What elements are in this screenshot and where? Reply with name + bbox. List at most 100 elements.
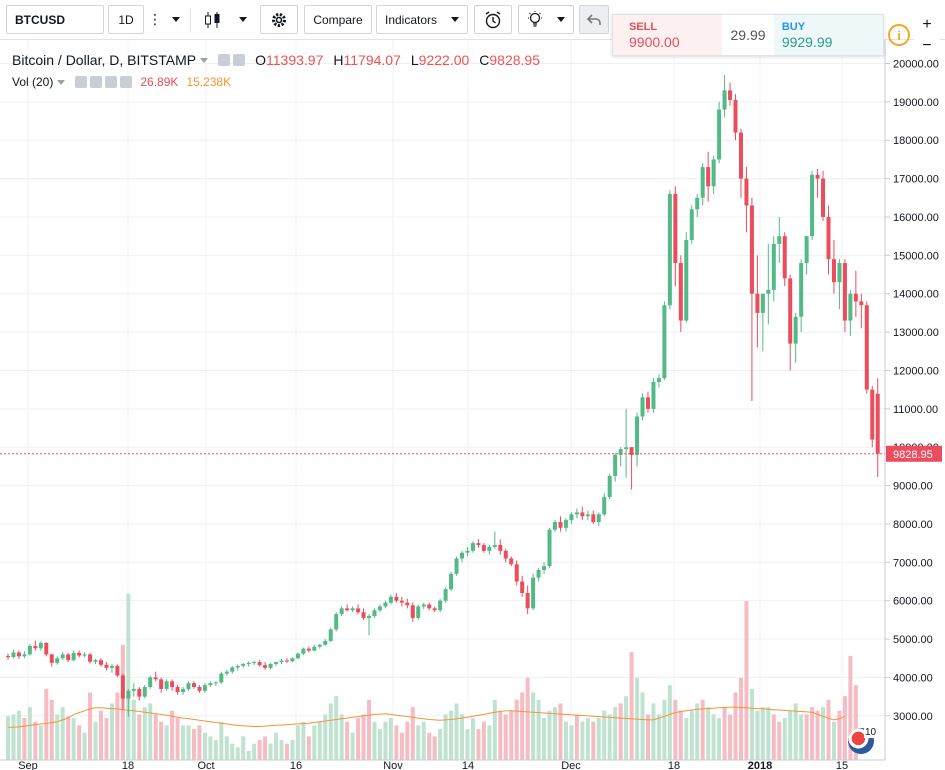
candle-body — [295, 653, 300, 659]
candle — [104, 662, 109, 671]
candle-body — [498, 545, 503, 551]
ohlc-open-value: 11393.97 — [266, 52, 324, 68]
volume-bar — [695, 703, 700, 762]
volume-bar — [738, 677, 743, 762]
candle — [224, 669, 229, 676]
volume-bar — [481, 721, 486, 762]
candle-body — [749, 205, 754, 294]
close-icon[interactable] — [120, 76, 133, 88]
eye-icon[interactable] — [218, 54, 231, 66]
chart-style-dropdown[interactable] — [232, 5, 254, 34]
candle-body — [290, 658, 295, 662]
ideas-button[interactable] — [518, 5, 574, 34]
candle-body — [870, 389, 875, 440]
volume-bar — [684, 718, 689, 762]
sell-button[interactable]: SELL 9900.00 — [613, 15, 723, 55]
candle — [399, 596, 404, 607]
candle-body — [230, 667, 235, 672]
candle — [695, 193, 700, 217]
volume-bar — [115, 692, 120, 762]
volume-bar — [771, 714, 776, 762]
volume-bar — [312, 725, 317, 762]
price-chart[interactable]: 3000.00 4000.00 5000.00 6000.00 7000.00 8000.… — [0, 40, 945, 770]
candle — [263, 662, 268, 670]
volume-bar — [777, 721, 782, 762]
candle — [93, 659, 98, 664]
candle — [44, 642, 49, 657]
candle-body — [842, 263, 847, 321]
chevron-down-icon[interactable] — [200, 57, 209, 63]
candle — [11, 649, 16, 659]
volume-bar — [410, 707, 415, 762]
volume-bar — [717, 718, 722, 762]
candle-body — [98, 660, 103, 665]
more-vertical-icon[interactable]: ⋮ — [146, 5, 164, 34]
last-price-badge — [886, 445, 942, 462]
chevron-down-icon[interactable] — [57, 79, 66, 85]
gear-icon[interactable] — [90, 76, 103, 88]
candle — [629, 447, 634, 490]
x-tick-label: Oct — [197, 760, 214, 770]
candle-body — [635, 416, 640, 455]
price-axis[interactable] — [885, 40, 945, 770]
chevron-down-icon — [172, 17, 180, 22]
volume-bar — [651, 703, 656, 762]
candle-body — [241, 663, 246, 666]
undo-button[interactable] — [579, 5, 609, 34]
interval-dropdown[interactable] — [166, 5, 186, 34]
volume-bar — [558, 703, 563, 762]
eye-icon[interactable] — [75, 76, 88, 88]
candle-body — [525, 593, 530, 609]
buy-button[interactable]: BUY 9929.99 — [773, 15, 883, 55]
volume-bar — [175, 718, 180, 762]
volume-bar — [509, 710, 514, 762]
indicators-button[interactable]: Indicators — [376, 5, 468, 34]
gear-icon[interactable] — [233, 54, 246, 66]
symbol-search[interactable]: BTCUSD — [6, 5, 104, 34]
y-tick-label: 14000.00 — [893, 289, 939, 301]
candle — [662, 301, 667, 381]
candle — [842, 259, 847, 333]
volume-bar — [678, 710, 683, 762]
candle-body — [569, 514, 574, 521]
settings-button[interactable] — [260, 5, 298, 34]
time-axis[interactable] — [0, 760, 885, 770]
candle-body — [558, 522, 563, 528]
candle-body — [531, 577, 536, 609]
candle — [394, 593, 399, 603]
zoom-controls: + − — [914, 14, 940, 56]
alert-button[interactable] — [474, 5, 512, 34]
candle — [547, 527, 552, 569]
time-axis-ticks: Sep 18 Oct 16 Nov 14 Dec 18 2018 15 — [18, 760, 848, 770]
candle-body — [804, 236, 809, 264]
candle — [6, 653, 10, 660]
candle — [328, 627, 333, 643]
y-tick-label: 4000.00 — [893, 672, 933, 684]
series-title[interactable]: Bitcoin / Dollar, D, BITSTAMP — [12, 52, 197, 68]
plus-icon[interactable] — [105, 76, 118, 88]
zoom-out-button[interactable]: − — [922, 36, 932, 54]
candle-body — [553, 522, 557, 530]
volume-title[interactable]: Vol (20) — [12, 75, 54, 89]
volume-bar — [574, 714, 579, 762]
candle-body — [826, 216, 831, 260]
candle — [760, 293, 765, 352]
zoom-in-button[interactable]: + — [922, 15, 932, 33]
candle-body — [438, 600, 443, 611]
candle — [279, 659, 284, 664]
candle-body — [656, 378, 661, 382]
volume-bar — [66, 716, 71, 762]
compare-button[interactable]: Compare — [304, 5, 372, 34]
volume-bar — [591, 721, 596, 762]
candle — [181, 687, 186, 695]
volume-bar — [383, 721, 388, 762]
candle-body — [142, 687, 147, 697]
chart-style-button[interactable] — [196, 5, 230, 34]
chevron-down-icon — [451, 17, 459, 22]
y-tick-label: 12000.00 — [893, 365, 939, 377]
volume-bar — [137, 714, 142, 762]
interval-button[interactable]: 1D — [108, 5, 144, 34]
info-button[interactable]: i — [884, 17, 914, 53]
candle — [148, 675, 153, 689]
candle-body — [449, 573, 454, 590]
